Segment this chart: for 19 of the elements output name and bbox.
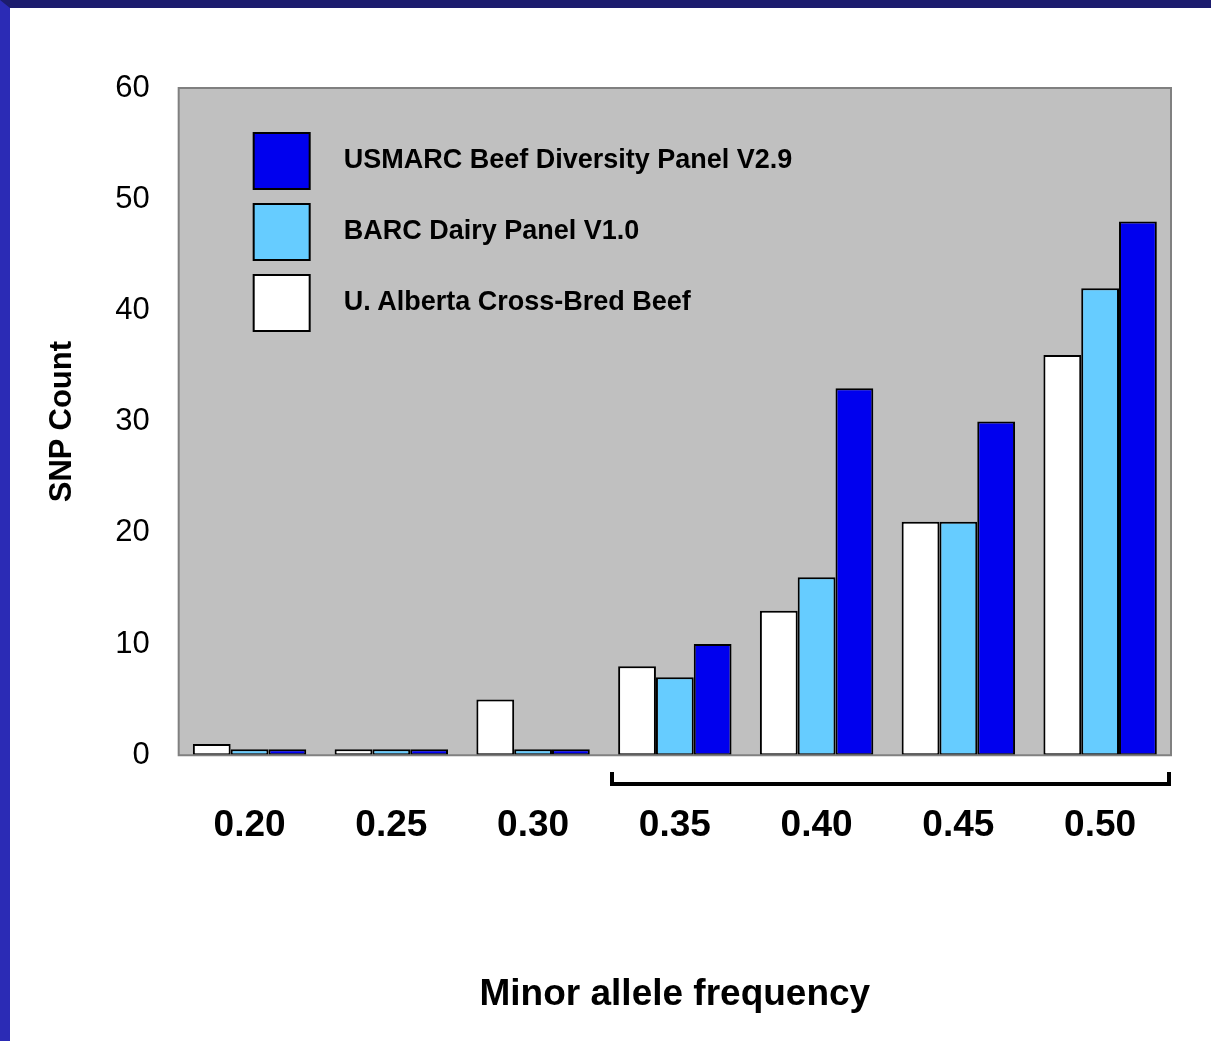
y-tick-label: 20	[115, 513, 150, 549]
y-tick-label: 50	[115, 179, 150, 215]
y-tick-label: 0	[132, 735, 150, 771]
y-tick-label: 60	[115, 68, 150, 104]
x-tick-label: 0.20	[213, 802, 286, 844]
y-tick-label: 10	[115, 624, 150, 660]
x-tick-label: 0.35	[638, 802, 711, 844]
x-tick-label: 0.50	[1064, 802, 1137, 844]
x-axis-title: Minor allele frequency	[479, 972, 871, 1013]
legend-label: BARC Dairy Panel V1.0	[343, 215, 640, 246]
y-tick-label: 40	[115, 290, 150, 326]
y-tick-label: 30	[115, 402, 150, 438]
x-tick-label: 0.30	[497, 802, 570, 844]
legend-label: U. Alberta Cross-Bred Beef	[343, 286, 692, 317]
legend-label: USMARC Beef Diversity Panel V2.9	[343, 144, 793, 175]
x-tick-label: 0.25	[355, 802, 428, 844]
y-axis-title: SNP Count	[43, 340, 79, 503]
x-tick-label: 0.40	[780, 802, 853, 844]
x-tick-label: 0.45	[922, 802, 995, 844]
